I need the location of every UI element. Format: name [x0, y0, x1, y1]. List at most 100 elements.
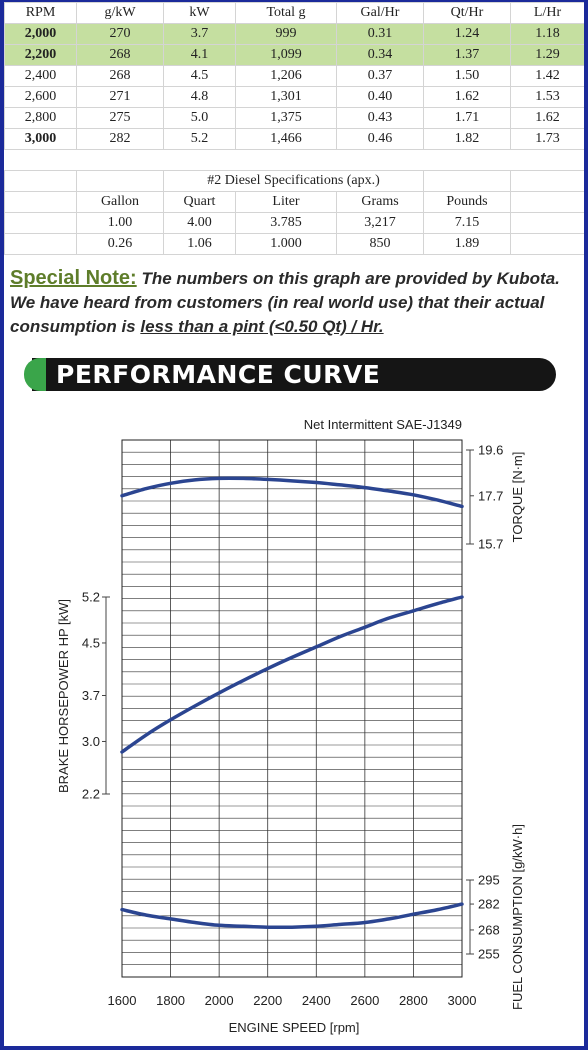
x-tick-label: 3000: [448, 993, 477, 1008]
y-tick-label: 2.2: [82, 787, 100, 802]
table-cell: 1,375: [235, 107, 337, 129]
diesel-table-title: #2 Diesel Specifications (apx.): [163, 170, 424, 192]
table-cell: 282: [76, 128, 164, 150]
table-header-cell: L/Hr: [510, 2, 584, 24]
table-row: 2,400 268 4.5 1,206 0.37 1.50 1.42: [4, 65, 584, 87]
table-cell: 1.29: [510, 44, 584, 66]
empty-cell: [4, 233, 77, 255]
performance-chart: 1600 1800 2000 2200 2400 2600 2800 3000 19.6 17.7…: [56, 417, 525, 1035]
x-tick-label: 1600: [108, 993, 137, 1008]
y-tick-label: 17.7: [478, 488, 503, 503]
table-cell: 1,099: [235, 44, 337, 66]
table-cell: Grams: [336, 191, 424, 213]
chart-axes: 1600 1800 2000 2200 2400 2600 2800 3000 19.6 17.7…: [56, 443, 525, 1010]
table-cell: 0.37: [336, 65, 424, 87]
table-cell: 1.89: [423, 233, 511, 255]
rpm-cell: 2,600: [4, 86, 77, 108]
empty-cell: [510, 191, 584, 213]
banner-title: PERFORMANCE CURVE: [56, 360, 381, 389]
table-cell: 850: [336, 233, 424, 255]
diesel-spec-table: #2 Diesel Specifications (apx.) Gallon Qu…: [4, 170, 584, 255]
table-cell: Liter: [235, 191, 337, 213]
fuel-consumption-table: RPM g/kW kW Total g Gal/Hr Qt/Hr L/Hr 2,000 270…: [4, 2, 584, 150]
table-cell: 1.18: [510, 23, 584, 45]
table-cell: 4.00: [163, 212, 236, 234]
table-cell: 1.73: [510, 128, 584, 150]
rpm-cell: 2,200: [4, 44, 77, 66]
table-cell: 0.40: [336, 86, 424, 108]
table-cell: 1,301: [235, 86, 337, 108]
y-axis-line: [466, 879, 471, 955]
table-cell: 1.06: [163, 233, 236, 255]
x-tick-label: 2400: [302, 993, 331, 1008]
x-tick-label: 2000: [205, 993, 234, 1008]
x-tick-label: 1800: [156, 993, 185, 1008]
table-row: 2,800 275 5.0 1,375 0.43 1.71 1.62: [4, 107, 584, 129]
table-cell: Pounds: [423, 191, 511, 213]
table-cell: 271: [76, 86, 164, 108]
table-cell: 1.71: [423, 107, 511, 129]
table-cell: 1.37: [423, 44, 511, 66]
plot-border: [121, 439, 463, 978]
y-tick-label: 268: [478, 922, 500, 937]
chart-grid: [121, 439, 463, 978]
diesel-header-row: Gallon Quart Liter Grams Pounds: [4, 191, 584, 213]
horsepower-curve: [120, 595, 464, 754]
table-cell: 1.62: [423, 86, 511, 108]
banner-accent: [24, 358, 46, 391]
table-cell: Quart: [163, 191, 236, 213]
y-tick-label: 4.5: [82, 635, 100, 650]
table-cell: 0.26: [76, 233, 164, 255]
table-row: 3,000 282 5.2 1,466 0.46 1.82 1.73: [4, 128, 584, 150]
table-cell: 1,466: [235, 128, 337, 150]
table-cell: 4.5: [163, 65, 236, 87]
table-header-row: RPM g/kW kW Total g Gal/Hr Qt/Hr L/Hr: [4, 2, 584, 24]
table-cell: 3,217: [336, 212, 424, 234]
table-cell: 7.15: [423, 212, 511, 234]
table-cell: 3.7: [163, 23, 236, 45]
rpm-cell: 2,800: [4, 107, 77, 129]
empty-cell: [510, 233, 584, 255]
table-header-cell: Total g: [235, 2, 337, 24]
y-axis-line: [105, 596, 110, 795]
table-cell: 5.0: [163, 107, 236, 129]
y-axis-title: TORQUE [N·m]: [510, 452, 525, 543]
fuel-consumption-curve: [120, 902, 464, 930]
chart-curves: [120, 476, 464, 930]
table-cell: 1.53: [510, 86, 584, 108]
table-cell: 268: [76, 65, 164, 87]
x-tick-label: 2600: [350, 993, 379, 1008]
y-tick-label: 3.7: [82, 688, 100, 703]
empty-cell: [510, 212, 584, 234]
y-axis-title: BRAKE HORSEPOWER HP [kW]: [56, 599, 71, 793]
special-note-label: Special Note:: [10, 267, 137, 289]
table-cell: Gallon: [76, 191, 164, 213]
y-tick-label: 15.7: [478, 537, 503, 552]
table-cell: 5.2: [163, 128, 236, 150]
table-cell: 1.50: [423, 65, 511, 87]
y-tick-label: 295: [478, 873, 500, 888]
table-cell: 3.785: [235, 212, 337, 234]
table-header-cell: Gal/Hr: [336, 2, 424, 24]
performance-curve-banner: PERFORMANCE CURVE: [24, 358, 556, 391]
y-tick-label: 3.0: [82, 734, 100, 749]
table-cell: 1.24: [423, 23, 511, 45]
x-axis-label: ENGINE SPEED [rpm]: [229, 1020, 360, 1035]
table-header-cell: RPM: [4, 2, 77, 24]
rpm-cell: 2,400: [4, 65, 77, 87]
table-cell: 4.1: [163, 44, 236, 66]
y-tick-label: 5.2: [82, 590, 100, 605]
y-tick-label: 255: [478, 947, 500, 962]
y-tick-label: 282: [478, 897, 500, 912]
table-cell: 4.8: [163, 86, 236, 108]
table-header-cell: g/kW: [76, 2, 164, 24]
chart-title: Net Intermittent SAE-J1349: [304, 417, 462, 432]
table-cell: 1.000: [235, 233, 337, 255]
table-cell: 0.34: [336, 44, 424, 66]
table-row: 0.26 1.06 1.000 850 1.89: [4, 233, 584, 255]
table-row: 1.00 4.00 3.785 3,217 7.15: [4, 212, 584, 234]
table-cell: 0.43: [336, 107, 424, 129]
table-cell: 1,206: [235, 65, 337, 87]
table-cell: 270: [76, 23, 164, 45]
empty-cell: [4, 212, 77, 234]
